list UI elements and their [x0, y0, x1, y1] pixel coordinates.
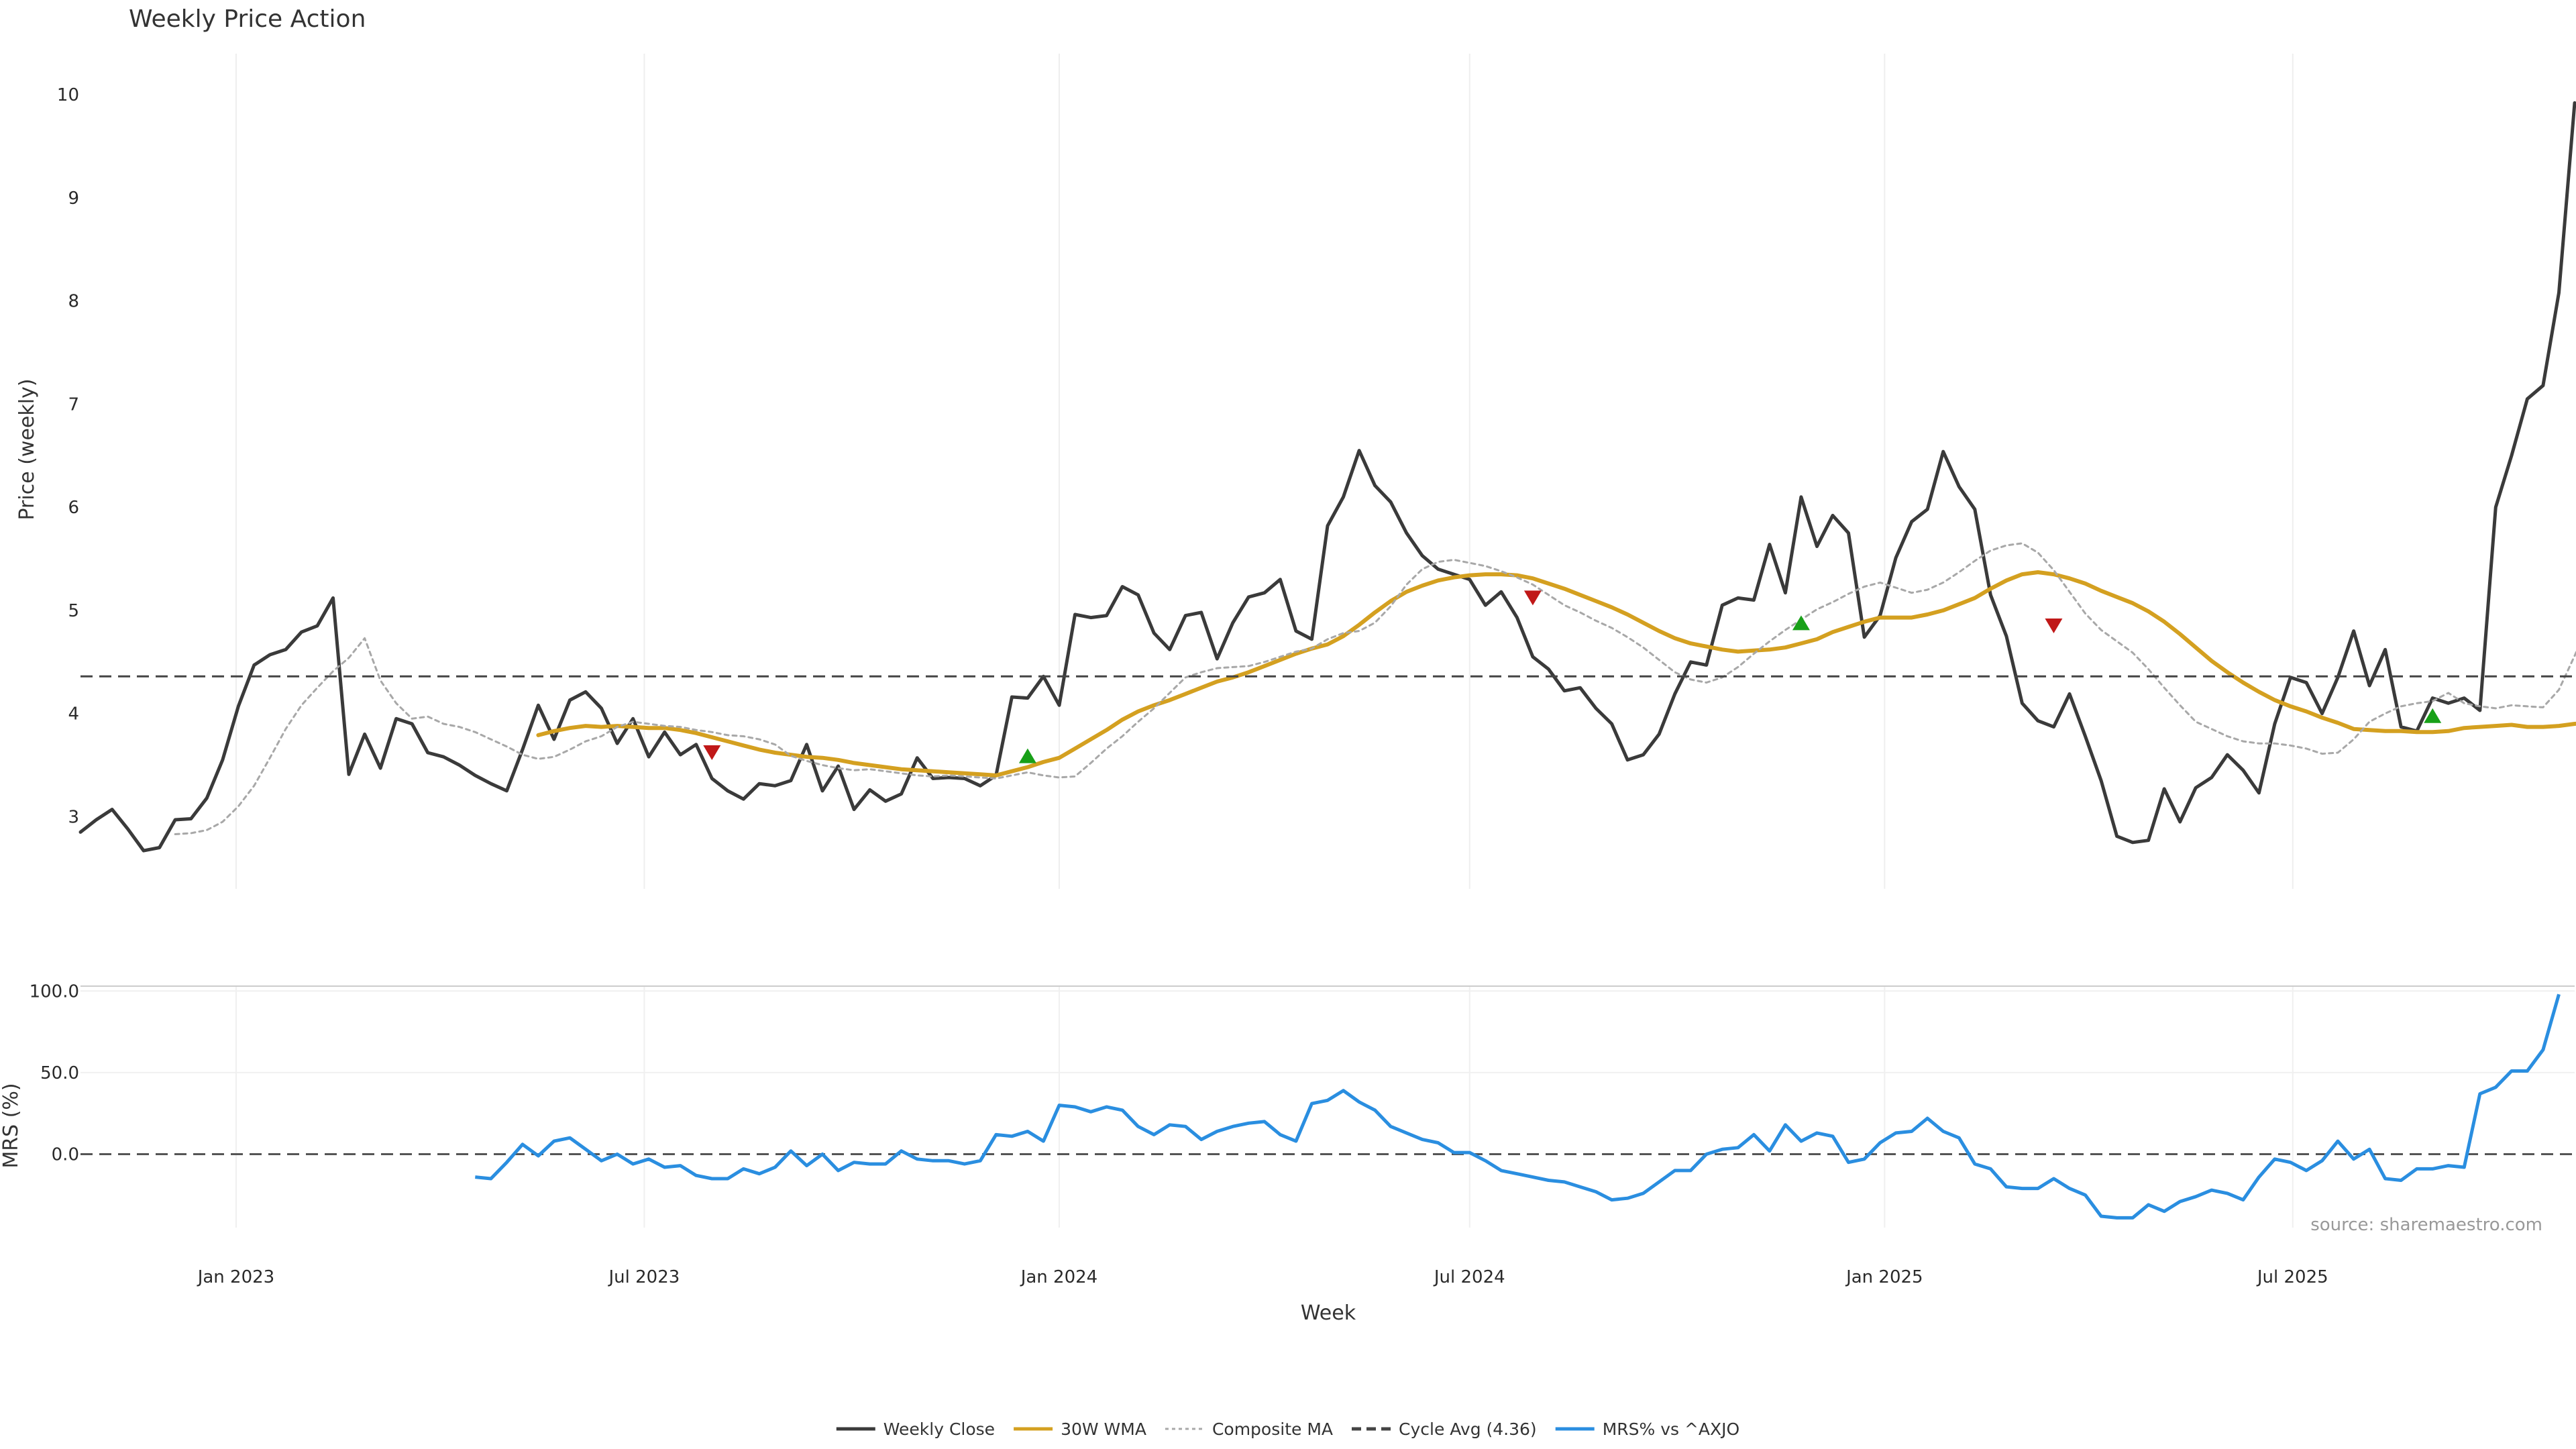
price-y-tick-label: 6: [68, 498, 79, 518]
price-y-tick-label: 9: [68, 189, 79, 209]
composite-ma-line: [174, 542, 2576, 835]
mrs-y-tick-label: 100.0: [30, 981, 79, 1002]
mrs-line: [475, 994, 2561, 1220]
sell-signal-marker: [2045, 618, 2063, 633]
x-tick-label: Jul 2024: [1433, 1267, 1505, 1287]
x-tick-label: Jan 2025: [1845, 1267, 1923, 1287]
mrs-y-axis-label: MRS (%): [0, 1083, 23, 1168]
source-note: source: sharemaestro.com: [2310, 1215, 2542, 1235]
price-y-tick-label: 4: [68, 704, 79, 724]
mrs-panel: 0.0 50.0 100.0: [30, 981, 2575, 1228]
30w-wma-line: [536, 570, 2576, 777]
x-tick-label: Jul 2025: [2256, 1267, 2328, 1287]
mrs-y-tick-label: 0.0: [52, 1145, 79, 1165]
legend: Weekly Close 30W WMA Composite MA Cycle Avg…: [836, 1419, 1740, 1439]
legend-label: MRS% vs ^AXJO: [1603, 1419, 1740, 1439]
price-y-tick-label: 10: [57, 85, 79, 105]
buy-signal-marker: [2424, 708, 2442, 723]
weekly-close-line: [78, 101, 2576, 853]
buy-signal-marker: [1792, 615, 1810, 631]
price-y-tick-label: 3: [68, 807, 79, 827]
x-axis-label: Week: [1301, 1301, 1356, 1325]
x-axis: Jan 2023 Jul 2023 Jan 2024 Jul 2024 Jan 2025…: [197, 1267, 2328, 1287]
x-tick-label: Jan 2024: [1020, 1267, 1098, 1287]
legend-label: Cycle Avg (4.36): [1399, 1419, 1537, 1439]
mrs-y-tick-label: 50.0: [40, 1063, 79, 1083]
sell-signal-marker: [1523, 590, 1542, 606]
price-y-tick-label: 7: [68, 394, 79, 415]
price-y-axis-label: Price (weekly): [15, 378, 39, 520]
legend-label: Weekly Close: [883, 1419, 995, 1439]
buy-signal-marker: [1018, 748, 1036, 763]
price-y-tick-label: 5: [68, 601, 79, 621]
chart-title: Weekly Price Action: [129, 5, 366, 33]
price-panel: 3 4 5 6 7 8 9 10: [57, 54, 2576, 889]
legend-label: Composite MA: [1212, 1419, 1333, 1439]
legend-label: 30W WMA: [1061, 1419, 1146, 1439]
x-tick-label: Jan 2023: [197, 1267, 275, 1287]
sell-signal-marker: [703, 745, 721, 761]
x-tick-label: Jul 2023: [608, 1267, 680, 1287]
price-y-tick-label: 8: [68, 292, 79, 312]
